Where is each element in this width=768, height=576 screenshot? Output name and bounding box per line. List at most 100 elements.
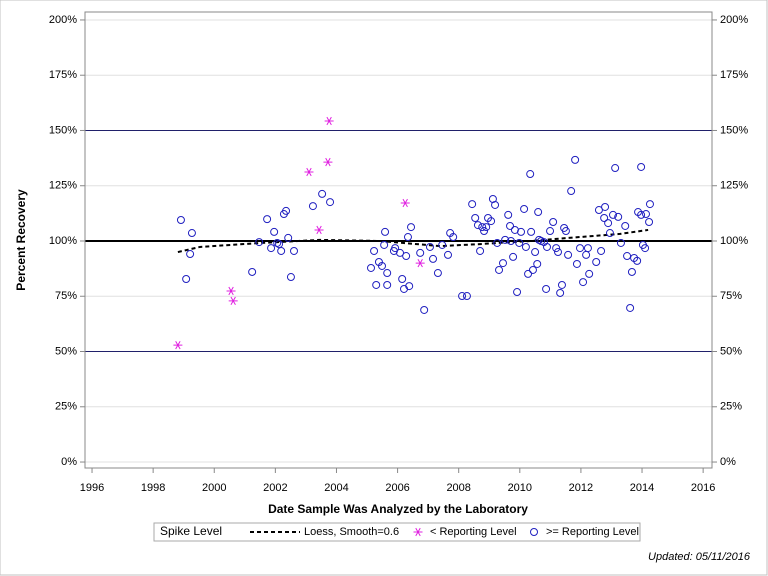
y-tick-label: 175% <box>49 69 77 81</box>
point <box>187 229 196 238</box>
point <box>616 238 625 247</box>
x-tick-label: 2008 <box>446 482 470 494</box>
point <box>380 240 389 249</box>
point <box>579 278 588 287</box>
x-tick-label: 2006 <box>385 482 409 494</box>
point <box>623 252 632 261</box>
point <box>611 164 620 173</box>
point <box>372 280 381 289</box>
point <box>557 280 566 289</box>
point <box>420 305 429 314</box>
point <box>499 259 507 268</box>
point <box>378 261 386 270</box>
point <box>402 252 411 261</box>
point <box>173 340 183 350</box>
point <box>304 167 314 177</box>
point <box>531 248 540 257</box>
point <box>476 246 485 255</box>
point <box>277 246 286 255</box>
point <box>228 296 238 306</box>
plot-frame <box>84 11 713 469</box>
point <box>381 227 390 236</box>
point <box>367 263 375 272</box>
point <box>471 214 480 223</box>
x-tick-label: 2012 <box>569 482 593 494</box>
point <box>270 227 279 236</box>
point <box>396 248 405 257</box>
point <box>449 233 458 242</box>
x-tick-label: 2000 <box>202 482 226 494</box>
y-tick-label: 100% <box>49 235 77 247</box>
point <box>501 235 510 244</box>
y2-tick-label: 175% <box>720 69 748 81</box>
point <box>571 155 580 164</box>
point <box>552 244 561 253</box>
point <box>314 225 324 235</box>
point <box>597 246 606 255</box>
point <box>621 221 630 230</box>
point <box>576 244 584 253</box>
point <box>176 215 185 224</box>
legend-label: >= Reporting Level <box>546 526 639 538</box>
point <box>458 292 467 301</box>
point <box>542 284 551 293</box>
x-tick-label: 1998 <box>141 482 165 494</box>
point <box>282 206 291 215</box>
y-tick-label: 50% <box>55 345 77 357</box>
x-tick-label: 2014 <box>630 482 654 494</box>
point <box>524 269 533 278</box>
x-axis-label: Date Sample Was Analyzed by the Laborato… <box>268 502 528 516</box>
point <box>561 227 570 236</box>
point <box>637 210 646 219</box>
point <box>627 267 636 276</box>
point <box>614 212 623 221</box>
x-tick-label: 2004 <box>324 482 348 494</box>
point <box>400 198 410 208</box>
point <box>468 200 477 209</box>
point <box>515 238 524 247</box>
point <box>592 257 601 266</box>
loess-line <box>177 228 649 254</box>
y2-tick-label: 200% <box>720 14 748 26</box>
y-tick-label: 150% <box>49 124 77 136</box>
legend-label: < Reporting Level <box>430 526 517 538</box>
point <box>226 286 236 296</box>
point <box>284 233 293 242</box>
point <box>478 223 487 232</box>
point <box>633 256 642 265</box>
footnote: Updated: 05/11/2016 <box>648 551 751 563</box>
y2-tick-label: 125% <box>720 180 748 192</box>
point <box>528 265 537 274</box>
point <box>482 223 491 232</box>
y-tick-label: 200% <box>49 14 77 26</box>
y2-tick-label: 75% <box>720 290 742 302</box>
point <box>308 202 317 211</box>
point <box>495 265 504 274</box>
point <box>506 221 515 230</box>
point <box>585 269 594 278</box>
point <box>398 275 407 284</box>
point <box>530 528 538 536</box>
point <box>405 282 414 291</box>
y-axis-label: Percent Recovery <box>14 189 28 291</box>
point <box>318 189 327 198</box>
point <box>583 244 592 253</box>
point <box>326 198 335 207</box>
point <box>572 259 581 268</box>
point <box>533 259 542 268</box>
point <box>549 217 558 226</box>
point <box>267 244 276 253</box>
point <box>520 204 529 213</box>
y-tick-label: 25% <box>55 401 77 413</box>
y-tick-label: 125% <box>49 180 77 192</box>
point <box>487 217 496 226</box>
point <box>370 246 379 255</box>
point <box>429 254 438 263</box>
point <box>609 210 617 219</box>
point <box>604 219 613 228</box>
point <box>546 227 555 236</box>
point <box>413 527 423 537</box>
point <box>255 238 264 247</box>
point <box>473 221 482 230</box>
point <box>601 202 610 211</box>
